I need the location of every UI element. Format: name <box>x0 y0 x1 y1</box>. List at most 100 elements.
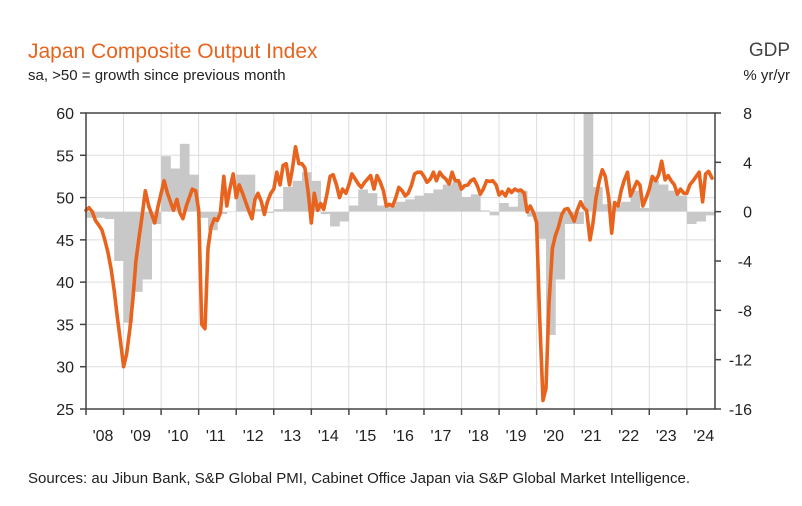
left-tick-label: 60 <box>56 106 74 123</box>
gdp-bar <box>405 199 415 212</box>
left-tick-label: 45 <box>56 233 74 250</box>
x-tick-label: '18 <box>468 428 489 445</box>
gdp-bar <box>254 209 265 212</box>
source-note: Sources: au Jibun Bank, S&P Global PMI, … <box>28 470 691 487</box>
x-tick-label: '22 <box>618 428 639 445</box>
gdp-bar <box>677 195 688 212</box>
gdp-bar <box>330 211 340 227</box>
gdp-bar <box>189 174 199 212</box>
gdp-bar <box>245 174 256 212</box>
pmi-line <box>84 145 714 403</box>
gdp-bar <box>86 211 96 218</box>
gdp-bar <box>564 211 575 224</box>
gdp-bar <box>527 211 537 217</box>
x-tick-label: '08 <box>93 428 114 445</box>
gdp-bar <box>170 168 181 212</box>
gdp-bar <box>179 143 190 212</box>
x-tick-label: '16 <box>393 428 414 445</box>
gdp-bar <box>499 203 509 212</box>
gdp-bar <box>630 190 641 212</box>
gdp-bar <box>142 211 153 280</box>
gdp-bar <box>104 211 115 220</box>
chart-title: Japan Composite Output Index <box>28 40 318 63</box>
gdp-bar <box>452 182 462 212</box>
right-tick-label: -16 <box>729 402 752 419</box>
gdp-bar <box>123 211 134 323</box>
right-tick-label: -8 <box>738 303 752 320</box>
gdp-bar <box>339 211 350 222</box>
gdp-bar <box>414 195 425 212</box>
gdp-bar <box>658 184 669 212</box>
gdp-bar <box>264 211 275 213</box>
gdp-bar <box>461 196 472 212</box>
gdp-bar <box>489 211 500 216</box>
gdp-bar <box>536 211 547 239</box>
x-tick-label: '15 <box>355 428 376 445</box>
right-tick-label: -4 <box>738 254 752 271</box>
x-tick-label: '11 <box>206 428 226 445</box>
x-tick-label: '10 <box>168 428 189 445</box>
gdp-bar <box>358 189 368 212</box>
gdp-bar <box>292 180 303 212</box>
left-tick-label: 40 <box>56 275 74 292</box>
gdp-bar <box>377 205 387 212</box>
gdp-bar <box>621 201 631 212</box>
left-tick-label: 50 <box>56 191 74 208</box>
gdp-bar <box>348 205 359 212</box>
left-tick-label: 25 <box>56 402 74 419</box>
gdp-bar <box>583 113 594 212</box>
gdp-bar <box>395 201 406 212</box>
gdp-bar <box>574 211 584 224</box>
left-tick-label: 35 <box>56 317 74 334</box>
gdp-bar <box>226 211 237 213</box>
left-tick-label: 30 <box>56 360 74 377</box>
x-tick-label: '24 <box>693 428 714 445</box>
gdp-bar <box>611 205 622 212</box>
gdp-bar <box>470 194 481 212</box>
x-tick-label: '14 <box>318 428 339 445</box>
right-tick-label: -12 <box>729 353 752 370</box>
gdp-bar <box>386 205 397 212</box>
gdp-bar <box>686 211 697 224</box>
gdp-bar <box>442 184 453 212</box>
gdp-bar <box>217 211 228 215</box>
gdp-bar <box>273 209 284 212</box>
right-axis-title: GDP <box>748 40 790 61</box>
x-tick-label: '23 <box>656 428 677 445</box>
gdp-bar <box>602 204 613 212</box>
right-axis-subtitle: % yr/yr <box>743 67 790 84</box>
x-tick-label: '19 <box>506 428 527 445</box>
gdp-bars <box>86 113 716 335</box>
right-tick-label: 0 <box>743 205 752 222</box>
left-tick-label: 55 <box>56 148 74 165</box>
gdp-bar <box>555 211 566 280</box>
gdp-bar <box>668 190 678 212</box>
x-tick-label: '12 <box>243 428 264 445</box>
x-tick-label: '21 <box>581 428 602 445</box>
right-tick-label: 4 <box>743 155 752 172</box>
x-tick-label: '13 <box>280 428 301 445</box>
gdp-bar <box>508 206 519 212</box>
gdp-bar <box>639 207 650 212</box>
gdp-bar <box>423 193 434 212</box>
gdp-bar <box>95 211 106 218</box>
x-tick-label: '09 <box>130 428 151 445</box>
gdp-bar <box>696 211 706 222</box>
gdp-bar <box>198 211 209 218</box>
gdp-bar <box>705 211 716 216</box>
plot-frame <box>80 112 721 415</box>
gdp-bar <box>480 210 490 212</box>
pmi-line-layer <box>84 145 714 403</box>
gdp-bar <box>649 180 659 212</box>
x-tick-label: '17 <box>431 428 452 445</box>
gdp-bar <box>433 189 444 212</box>
right-tick-label: 8 <box>743 106 752 123</box>
x-tick-label: '20 <box>543 428 564 445</box>
gdp-bar <box>320 211 331 215</box>
chart-subtitle: sa, >50 = growth since previous month <box>28 67 286 84</box>
gdp-bar <box>592 187 603 212</box>
gdp-bar <box>114 211 124 261</box>
gdp-bar <box>367 193 378 212</box>
gdp-bar <box>517 190 528 212</box>
